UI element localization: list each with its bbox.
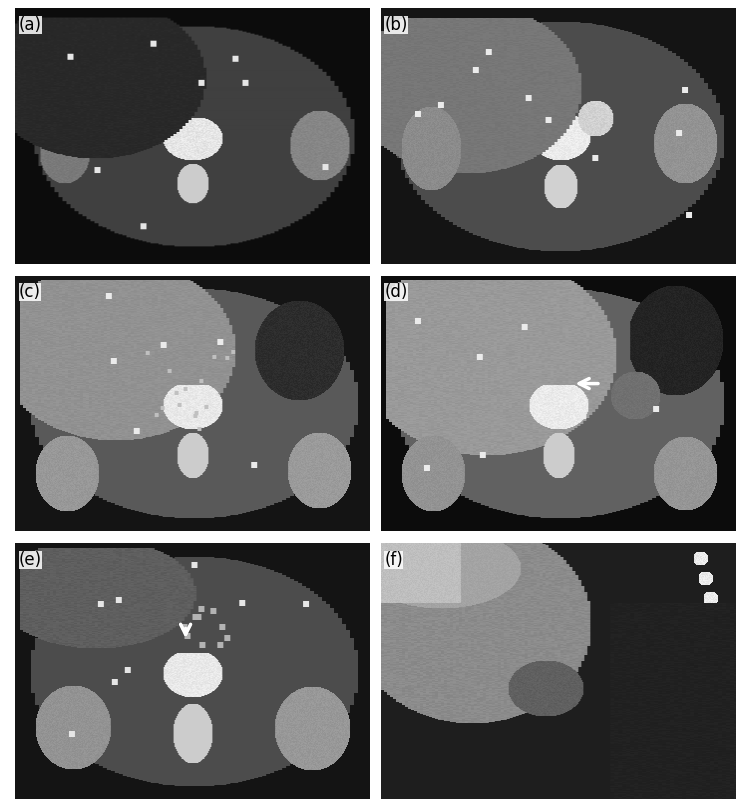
Text: (f): (f) [384,551,403,569]
Text: (b): (b) [384,16,407,34]
Text: (c): (c) [19,283,40,301]
Text: (a): (a) [19,16,41,34]
Text: (e): (e) [19,551,42,569]
Text: (d): (d) [384,283,407,301]
